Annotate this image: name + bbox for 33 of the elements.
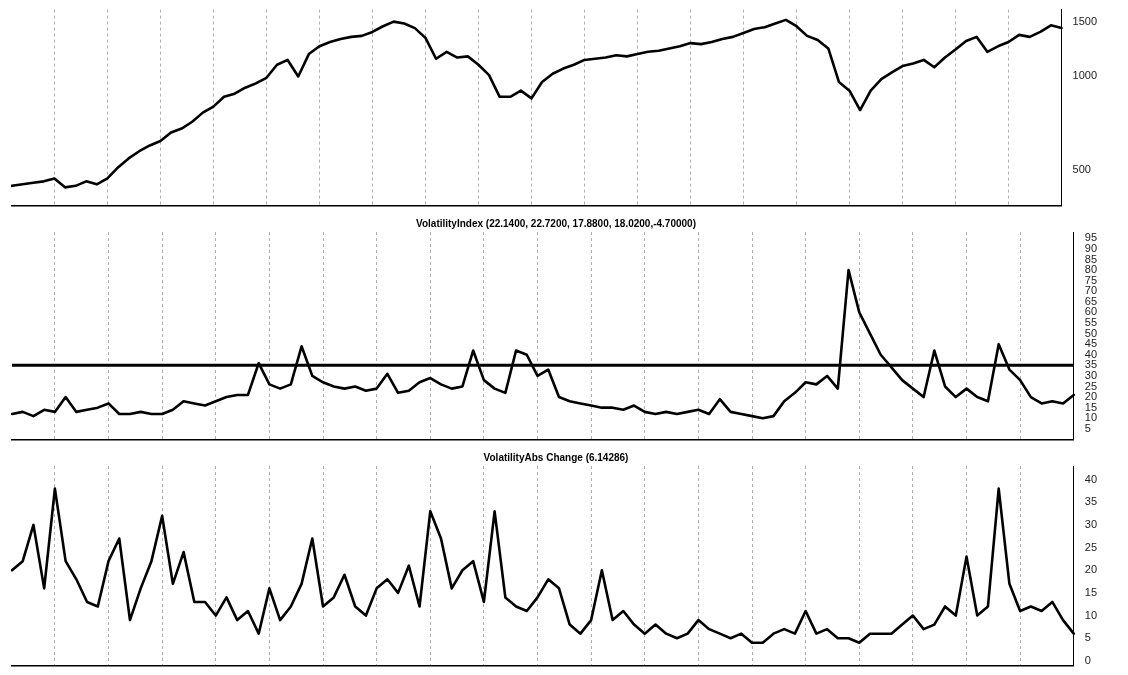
y-tick-label: 70	[1084, 284, 1098, 297]
y-tick-label: 10	[1084, 608, 1098, 621]
y-tick-label: 30	[1084, 368, 1098, 381]
y-tick-label: 30	[1084, 517, 1098, 530]
y-tick-label: 95	[1084, 231, 1098, 244]
chart-title: VolatilityIndex (22.1400, 22.7200, 17.8800, 18.0200,-4.70000)	[415, 217, 697, 229]
y-tick-label: 20	[1084, 563, 1098, 576]
y-tick-label: 1500	[1072, 14, 1098, 27]
y-tick-label: 85	[1084, 252, 1098, 265]
y-tick-label: 5	[1084, 421, 1091, 434]
y-tick-label: 40	[1084, 347, 1098, 360]
y-tick-label: 35	[1084, 358, 1098, 371]
y-tick-label: 35	[1084, 495, 1098, 508]
y-tick-label: 75	[1084, 273, 1098, 286]
y-tick-label: 80	[1084, 263, 1098, 276]
y-tick-label: 55	[1084, 316, 1098, 329]
y-tick-label: 15	[1084, 400, 1098, 413]
y-tick-label: 20	[1084, 390, 1098, 403]
y-tick-label: 5	[1084, 631, 1091, 644]
y-tick-label: 10	[1084, 411, 1098, 424]
y-tick-label: 60	[1084, 305, 1098, 318]
y-tick-label: 1000	[1072, 69, 1098, 82]
y-tick-label: 25	[1084, 379, 1098, 392]
y-tick-label: 65	[1084, 294, 1098, 307]
y-tick-label: 25	[1084, 540, 1098, 553]
y-tick-label: 45	[1084, 337, 1098, 350]
y-tick-label: 90	[1084, 241, 1098, 254]
y-tick-label: 40	[1084, 472, 1098, 485]
chart-title: VolatilityAbs Change (6.14286)	[483, 451, 629, 463]
y-tick-label: 50	[1084, 326, 1098, 339]
y-tick-label: 500	[1072, 163, 1091, 176]
y-tick-label: 0	[1084, 653, 1091, 666]
y-tick-label: 15	[1084, 585, 1098, 598]
